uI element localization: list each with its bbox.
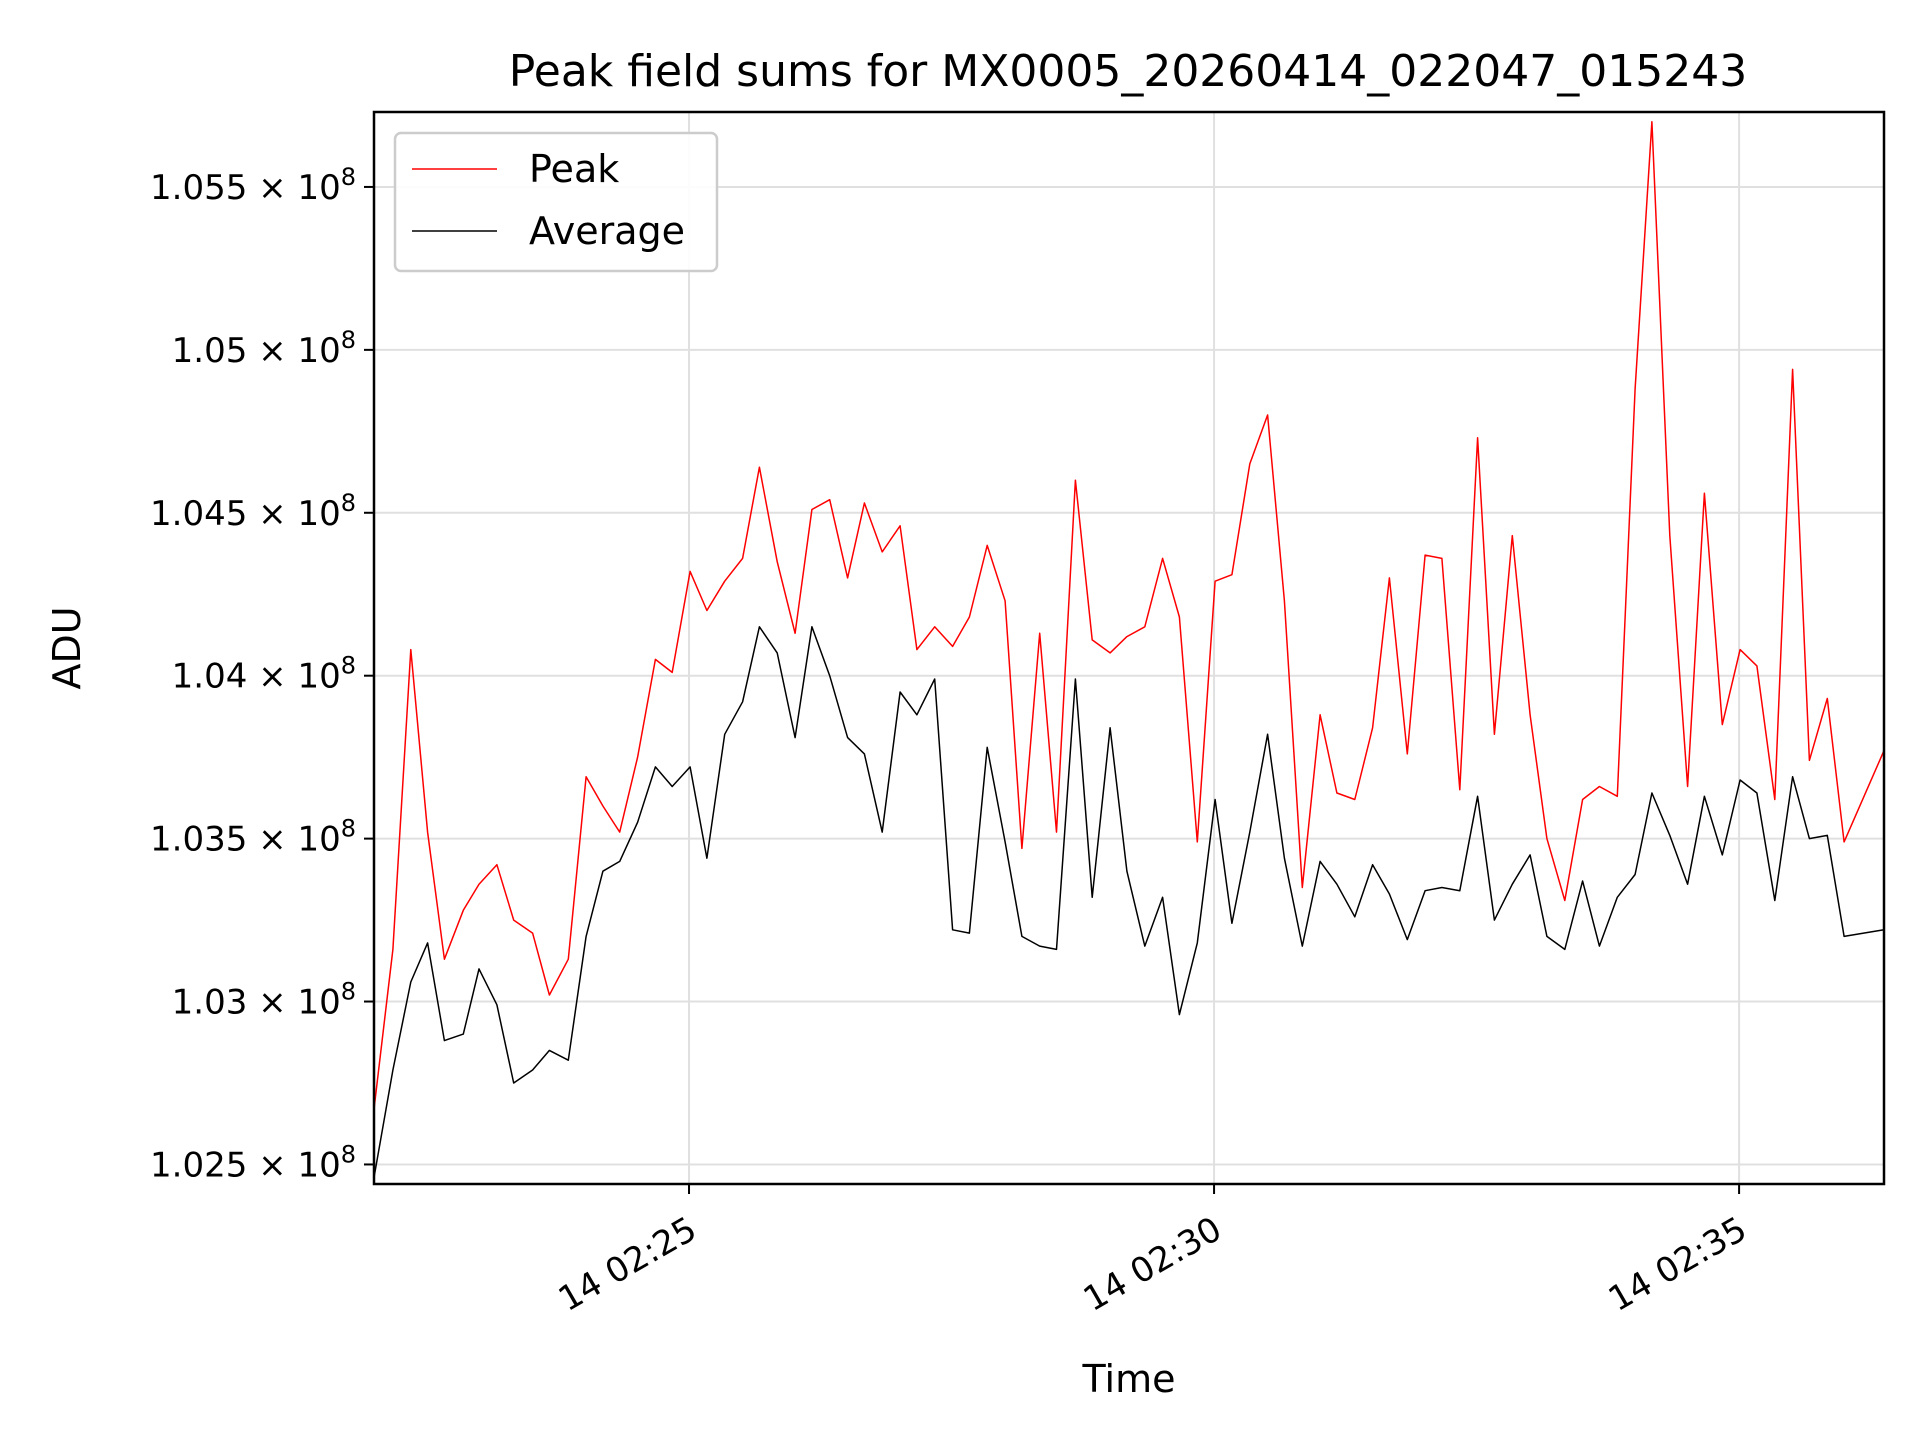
y-tick-label: 1.055 × 108 <box>150 163 356 208</box>
series-line-peak <box>373 121 1885 1110</box>
y-tick-label: 1.03 × 108 <box>172 978 356 1023</box>
series-lines <box>373 121 1885 1178</box>
y-tick-label: 1.04 × 108 <box>172 652 356 697</box>
y-tick-label: 1.035 × 108 <box>150 815 356 860</box>
x-axis-label: Time <box>1082 1357 1176 1401</box>
y-axis-label: ADU <box>45 606 89 689</box>
y-tick-label: 1.025 × 108 <box>150 1140 356 1185</box>
legend-label-average: Average <box>529 209 685 253</box>
plot-frame <box>372 110 1886 1186</box>
axis-ticks: 1.025 × 108 1.03 × 108 1.035 × 108 1.04 × 1… <box>150 163 1754 1320</box>
legend-box <box>393 131 719 273</box>
y-tick-label: 1.045 × 108 <box>150 489 356 534</box>
legend: Peak Average <box>393 131 719 273</box>
series-line-average <box>373 626 1885 1178</box>
legend-label-peak: Peak <box>529 147 619 191</box>
chart-title: Peak field sums for MX0005_20260414_0220… <box>509 46 1747 97</box>
y-tick-label: 1.05 × 108 <box>172 326 356 371</box>
